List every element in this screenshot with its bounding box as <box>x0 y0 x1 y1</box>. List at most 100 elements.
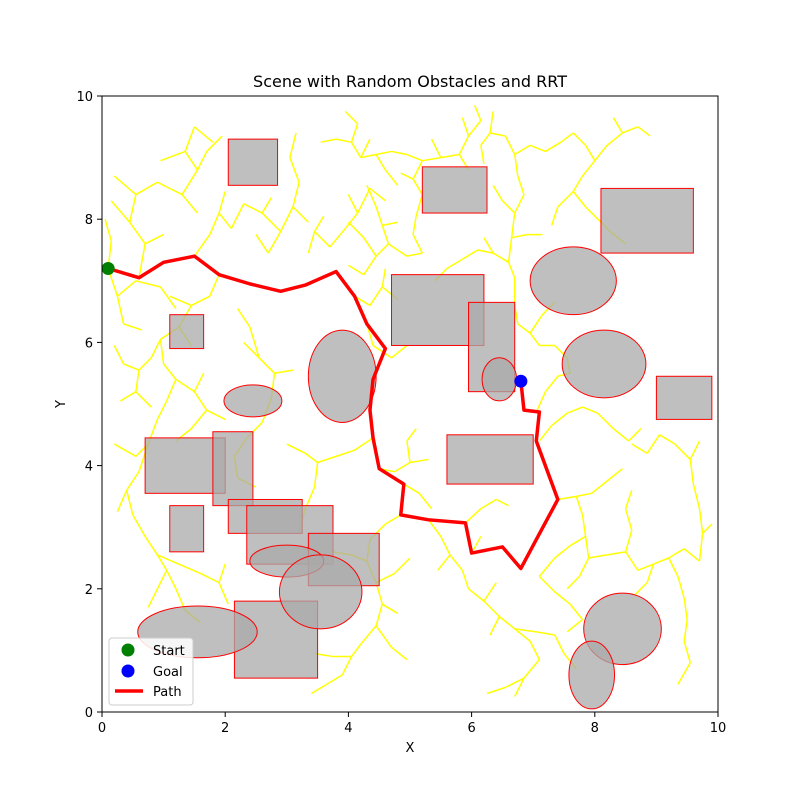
tree-edge <box>637 563 654 572</box>
tree-edge <box>473 104 482 121</box>
obstacle-rect <box>227 138 279 186</box>
tree-edge <box>156 554 168 571</box>
tree-edge <box>489 132 506 137</box>
tree-edge <box>292 206 309 223</box>
tree-edge <box>584 144 596 162</box>
tree-edge <box>218 563 226 583</box>
tree-edge <box>193 234 211 257</box>
tree-edge <box>381 268 387 288</box>
tree-edge <box>683 640 692 663</box>
tree-edge <box>391 344 408 359</box>
tree-edge <box>535 391 547 413</box>
tree-edge <box>683 619 688 642</box>
tree-edge <box>597 412 614 430</box>
tree-edge <box>689 459 695 485</box>
legend-goal-label: Goal <box>153 665 183 680</box>
tree-edge <box>150 338 162 359</box>
tree-edge <box>347 221 365 239</box>
tree-edge <box>123 363 140 371</box>
chart-title: Scene with Random Obstacles and RRT <box>253 72 567 91</box>
tree-edge <box>381 603 399 615</box>
tree-edge <box>505 677 525 689</box>
tree-edge <box>677 662 691 685</box>
tree-edge <box>218 191 226 214</box>
start-marker <box>101 261 115 275</box>
tree-edge <box>480 498 497 510</box>
tree-edge <box>683 548 700 562</box>
plot-area <box>101 104 713 710</box>
tree-edge <box>582 406 599 414</box>
tree-edge <box>606 468 623 482</box>
tree-edge <box>356 188 371 214</box>
tree-edge <box>415 194 424 217</box>
tree-edge <box>157 181 183 196</box>
tree-edge <box>159 339 165 365</box>
tree-edge <box>517 175 525 195</box>
tree-edge <box>624 490 633 509</box>
obstacle-rect <box>144 437 226 494</box>
tree-edge <box>514 677 525 697</box>
tree-edge <box>674 443 691 460</box>
y-tick-label: 4 <box>85 460 93 475</box>
tree-edge <box>510 212 516 238</box>
tree-edge <box>206 135 223 152</box>
tree-edge <box>160 150 186 162</box>
tree-edge <box>307 231 316 254</box>
tree-edge <box>147 588 159 608</box>
tree-edge <box>350 123 359 143</box>
tree-edge <box>363 255 377 276</box>
y-axis-ticks: 0 2 4 6 8 10 <box>76 90 102 721</box>
tree-edge <box>513 305 519 325</box>
tree-edge <box>584 536 590 559</box>
tree-edge <box>178 563 201 575</box>
tree-edge <box>544 375 559 393</box>
tree-edge <box>458 135 470 155</box>
x-tick-label: 2 <box>221 721 229 736</box>
tree-edge <box>594 144 608 162</box>
tree-edge <box>628 428 642 442</box>
tree-edge <box>255 234 269 254</box>
tree-edge <box>350 643 362 658</box>
tree-edge <box>181 169 199 195</box>
obstacle-rect <box>421 166 488 214</box>
tree-edge <box>449 554 463 571</box>
tree-edge <box>313 462 319 488</box>
tree-edge <box>144 536 159 556</box>
tree-edge <box>566 406 583 414</box>
tree-edge <box>403 483 420 494</box>
tree-edge <box>422 156 441 162</box>
goal-marker <box>514 374 528 388</box>
tree-edge <box>668 557 679 577</box>
tree-edge <box>514 628 537 633</box>
tree-edge <box>344 212 359 229</box>
tree-edge <box>123 323 143 331</box>
tree-edge <box>498 615 516 630</box>
tree-edge <box>427 519 442 537</box>
tree-edge <box>513 154 519 177</box>
tree-edge <box>566 619 583 633</box>
tree-edge <box>480 132 491 146</box>
tree-edge <box>409 458 429 464</box>
tree-edge <box>113 443 137 458</box>
tree-edge <box>550 206 559 226</box>
tree-edge <box>406 153 423 162</box>
tree-edge <box>400 172 414 180</box>
tree-edge <box>461 570 470 590</box>
tree-edge <box>566 575 580 590</box>
tree-edge <box>624 530 633 553</box>
tree-edge <box>430 138 442 158</box>
tree-edge <box>104 218 112 241</box>
tree-edge <box>514 628 531 642</box>
tree-edge <box>412 234 423 254</box>
tree-edge <box>218 212 232 229</box>
tree-edge <box>569 603 584 621</box>
tree-edge <box>274 369 294 374</box>
tree-edge <box>190 295 211 307</box>
tree-edge <box>375 150 392 156</box>
legend-goal-marker <box>121 664 135 678</box>
tree-edge <box>218 582 229 605</box>
tree-edge <box>144 233 164 245</box>
tree-edge <box>545 141 562 153</box>
tree-edge <box>116 280 137 297</box>
tree-edge <box>135 181 158 196</box>
